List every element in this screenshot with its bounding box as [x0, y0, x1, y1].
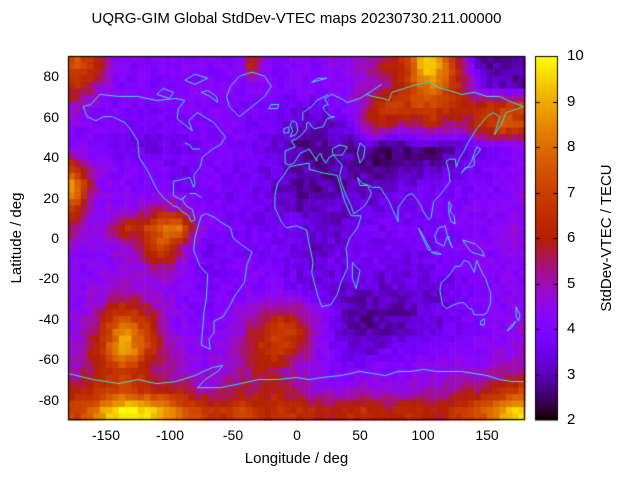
y-tick-label: 20: [43, 190, 59, 206]
y-tick-label: -40: [38, 311, 59, 327]
colorbar-tick-label: 7: [567, 184, 576, 201]
x-tick-label: 0: [293, 427, 301, 443]
colorbar-tick-label: 3: [567, 366, 576, 383]
x-tick-label: -150: [91, 427, 121, 443]
y-tick-label: 80: [43, 68, 59, 84]
colorbar-tick-label: 6: [567, 229, 576, 246]
y-tick-label: -60: [38, 351, 59, 367]
y-tick-label: 60: [43, 109, 59, 125]
x-tick-label: 100: [411, 427, 435, 443]
y-tick-label: -20: [38, 270, 59, 286]
colorbar-tick-label: 5: [567, 275, 576, 292]
x-tick-label: -100: [155, 427, 185, 443]
x-tick-label: 150: [475, 427, 499, 443]
y-tick-label: -80: [38, 392, 59, 408]
colorbar-tick-label: 4: [567, 320, 576, 337]
x-tick-label: -50: [222, 427, 244, 443]
colorbar-tick-label: 9: [567, 93, 576, 110]
colorbar-tick-label: 2: [567, 411, 576, 428]
colorbar-tick-label: 10: [567, 47, 584, 64]
colorbar-tick-label: 8: [567, 138, 576, 155]
y-tick-label: 40: [43, 149, 59, 165]
x-tick-label: 50: [352, 427, 368, 443]
x-axis-label: Longitude / deg: [244, 450, 349, 467]
y-tick-label: 0: [51, 230, 59, 246]
chart-title: UQRG-GIM Global StdDev-VTEC maps 2023073…: [91, 10, 502, 27]
